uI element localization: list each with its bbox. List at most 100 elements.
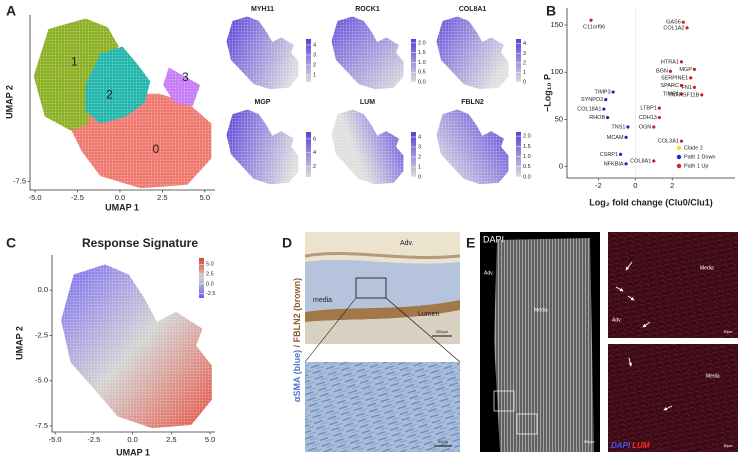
y-tick-label: 0.0 xyxy=(38,285,48,294)
x-axis-label: Log₂ fold change (Clu0/Clu1) xyxy=(589,197,713,207)
panel-label: E xyxy=(466,235,475,251)
y-axis-label: −Log₁₀ P xyxy=(542,74,552,112)
colorbar-label: 3 xyxy=(523,51,526,57)
colorbar-label: 0.0 xyxy=(523,174,531,180)
x-tick-label: -2.5 xyxy=(87,435,100,444)
y-tick-label: -5.0 xyxy=(35,376,48,385)
volcano-point xyxy=(611,90,615,94)
colorbar-label: -2.5 xyxy=(206,291,215,297)
colorbar-label: 2.0 xyxy=(523,134,531,140)
gene-label: COL8A1 xyxy=(630,158,651,164)
plot-title: COL8A1 xyxy=(459,6,487,13)
image-label: Adv. xyxy=(484,270,494,276)
lum-image xyxy=(608,232,738,452)
plot-title: LUM xyxy=(360,99,375,106)
colorbar-label: 0.0 xyxy=(206,281,214,287)
dapi-image xyxy=(480,232,600,452)
volcano-point xyxy=(602,107,606,111)
cloud-texture xyxy=(331,16,404,90)
colorbar-label: 4 xyxy=(313,150,316,156)
stain-label: αSMA (blue) / FBLN2 (brown) xyxy=(292,278,302,402)
cloud-texture xyxy=(85,46,151,124)
gene-label: TIMP3 xyxy=(594,90,610,96)
gene-label: SERPINE1 xyxy=(661,75,688,81)
x-tick-label: 5.0 xyxy=(200,193,210,202)
gene-label: TNS1 xyxy=(611,124,625,130)
volcano-point xyxy=(604,98,608,102)
cloud-texture xyxy=(33,18,119,131)
volcano-point xyxy=(692,67,696,71)
scale-label: 50μm xyxy=(724,444,733,448)
x-tick-label: 2.5 xyxy=(157,193,167,202)
y-axis-label: UMAP 2 xyxy=(4,85,14,119)
colorbar-label: 1.5 xyxy=(418,50,426,56)
colorbar-label: 4 xyxy=(313,42,316,48)
panel-label: B xyxy=(546,3,556,19)
volcano-point xyxy=(652,125,656,129)
volcano-point xyxy=(668,69,672,73)
cloud-texture xyxy=(61,264,212,429)
gene-label: MCAM xyxy=(607,135,624,141)
axis-line xyxy=(51,255,215,433)
cloud-texture xyxy=(226,109,299,185)
colorbar xyxy=(199,258,204,298)
colorbar-label: 2.0 xyxy=(418,40,426,46)
gene-label: CSRP1 xyxy=(600,152,618,158)
gene-label: COL18A1 xyxy=(577,107,601,113)
gene-label: COL3A1 xyxy=(658,139,679,145)
scale-label: 50μm xyxy=(724,330,733,334)
legend-marker xyxy=(676,163,682,169)
scale-label: 250μm xyxy=(584,440,595,444)
cloud-texture xyxy=(226,16,299,90)
image-label: Lumen xyxy=(418,311,440,318)
colorbar-label: 0 xyxy=(418,174,421,180)
legend-label: Clade 2 xyxy=(684,145,703,151)
colorbar-label: 1 xyxy=(523,70,526,76)
volcano-point xyxy=(685,26,689,30)
x-tick-label: 5.0 xyxy=(205,435,215,444)
colorbar xyxy=(516,132,521,177)
colorbar-label: 2 xyxy=(313,62,316,68)
gene-label: HTRA1 xyxy=(661,59,679,65)
scale-label: 50μm xyxy=(438,439,449,444)
colorbar-label: 0.5 xyxy=(418,70,426,76)
colorbar-label: 2 xyxy=(523,60,526,66)
gene-label: LTBP1 xyxy=(640,106,656,112)
legend-label: Path 1 Down xyxy=(684,154,716,160)
x-tick-label: 2.5 xyxy=(166,435,176,444)
y-tick-label: -7.5 xyxy=(35,421,48,430)
plot-title: Response Signature xyxy=(82,236,198,250)
image-label: Adv. xyxy=(400,240,414,247)
image-label: Media xyxy=(706,373,720,379)
colorbar-label: 4 xyxy=(418,134,421,140)
x-axis-label: UMAP 1 xyxy=(105,202,139,212)
y-axis-label: UMAP 2 xyxy=(14,326,24,360)
legend-marker xyxy=(676,145,682,151)
panel-label: A xyxy=(6,3,16,19)
volcano-point xyxy=(679,139,684,143)
gene-label: COL1A2 xyxy=(663,25,684,31)
x-tick-label: 0.0 xyxy=(115,193,125,202)
cluster-label: 1 xyxy=(71,54,78,68)
volcano-point xyxy=(618,152,623,156)
scale-label: 250μm xyxy=(436,329,449,334)
x-axis-label: UMAP 1 xyxy=(116,447,150,457)
x-tick-label: 2 xyxy=(670,181,674,190)
y-tick-label: 100 xyxy=(550,67,563,76)
gene-label: TIMP1 xyxy=(663,91,679,97)
colorbar xyxy=(306,39,311,82)
volcano-point xyxy=(657,115,661,120)
axis-line xyxy=(566,8,735,179)
colorbar-label: 5.0 xyxy=(206,262,214,268)
colorbar-label: 1 xyxy=(313,72,316,78)
gene-label: MGP xyxy=(679,67,692,73)
y-tick-label: 50 xyxy=(555,114,563,123)
colorbar-label: 2 xyxy=(418,154,421,160)
colorbar-label: 0.0 xyxy=(418,79,426,85)
cloud-texture xyxy=(331,109,404,185)
plot-title: MYH11 xyxy=(251,6,274,13)
image-label: Media xyxy=(700,265,714,271)
colorbar-label: 3 xyxy=(313,52,316,58)
volcano-point xyxy=(589,18,593,22)
